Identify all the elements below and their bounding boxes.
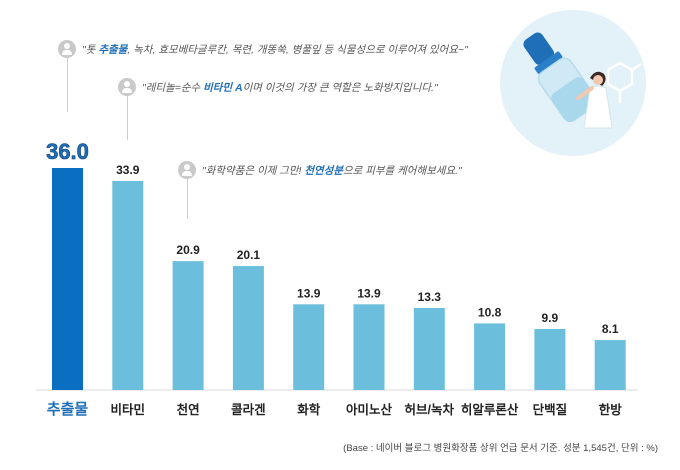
category-label-7: 허브/녹차 — [405, 402, 455, 417]
bar-5 — [293, 304, 325, 390]
quote-2: "레티놀=순수 비타민 A이며 이것의 가장 큰 역할은 노화방지입니다." — [118, 78, 438, 96]
quote-leader-2 — [127, 96, 128, 140]
value-label-5: 13.9 — [297, 286, 321, 300]
user-avatar-icon — [178, 161, 196, 179]
bar-6 — [353, 304, 385, 390]
category-label-8: 히알루론산 — [461, 402, 519, 417]
category-label-4: 콜라겐 — [231, 402, 266, 417]
category-label-10: 한방 — [599, 402, 623, 417]
quote-3: "화학약품은 이제 그만! 천연성분으로 피부를 케어해보세요." — [178, 161, 462, 179]
quote-1: "톳 추출물, 녹차, 효모베타글루칸, 목련, 개똥쑥, 병풀잎 등 식물성으… — [58, 40, 468, 58]
footnote: (Base : 네이버 블로그 병원화장품 상위 언급 문서 기준. 성분 1,… — [343, 443, 658, 454]
user-avatar-icon — [118, 78, 136, 96]
bar-10 — [594, 340, 626, 390]
value-label-8: 10.8 — [478, 305, 502, 319]
quote-leader-3 — [187, 179, 188, 219]
category-label-3: 천연 — [177, 402, 200, 417]
quote-leader-1 — [67, 58, 68, 112]
value-label-9: 9.9 — [542, 311, 559, 325]
user-avatar-icon — [58, 40, 76, 58]
category-label-2: 비타민 — [111, 402, 146, 417]
category-label-9: 단백질 — [533, 402, 568, 417]
bar-4 — [232, 266, 264, 390]
value-label-6: 13.9 — [357, 286, 381, 300]
bar-3 — [172, 261, 204, 390]
value-label-1: 36.0 — [46, 139, 89, 164]
bar-2 — [112, 180, 144, 390]
value-label-4: 20.1 — [237, 248, 261, 262]
value-label-2: 33.9 — [116, 163, 140, 177]
category-label-5: 화학 — [297, 402, 321, 417]
category-label-1: 추출물 — [47, 401, 89, 418]
bar-7 — [413, 307, 445, 390]
value-label-10: 8.1 — [602, 322, 619, 336]
category-label-6: 아미노산 — [346, 402, 393, 417]
bar-9 — [534, 328, 566, 390]
value-label-7: 13.3 — [418, 290, 442, 304]
dropper-scientist-illustration — [500, 10, 646, 156]
value-label-3: 20.9 — [176, 243, 200, 257]
bar-1 — [52, 168, 83, 390]
bar-8 — [474, 323, 506, 390]
